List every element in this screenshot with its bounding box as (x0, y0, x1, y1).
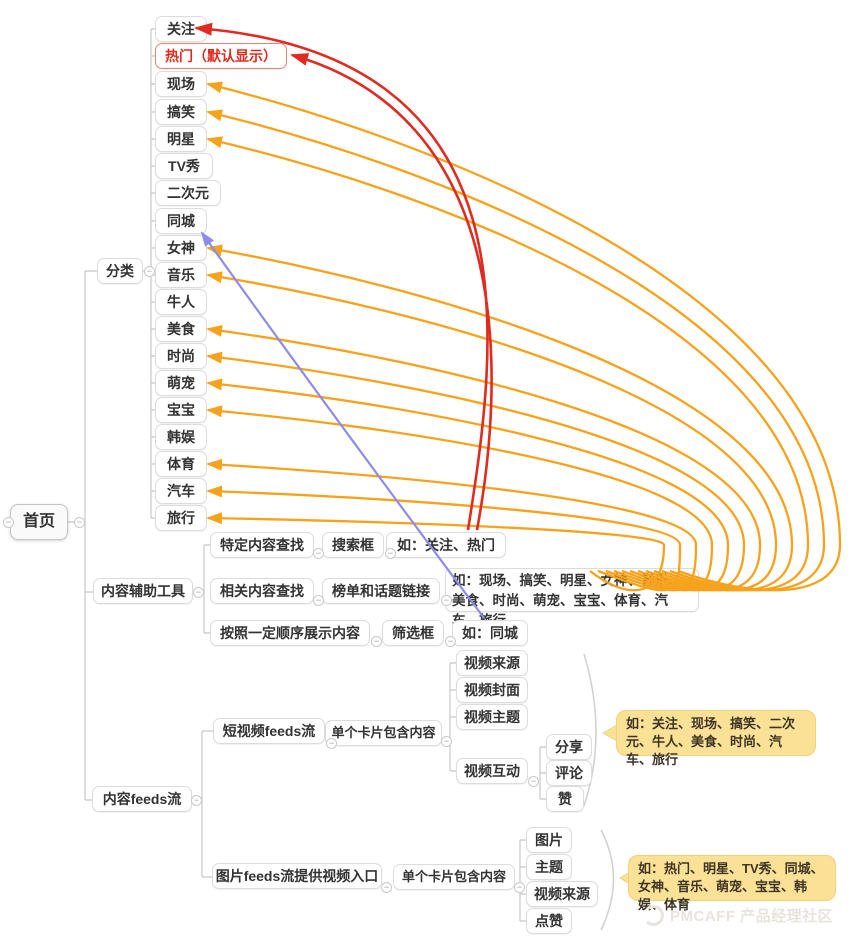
arrow-orange-baby (206, 405, 714, 592)
collapse-icon[interactable]: − (371, 636, 382, 647)
category-item-music[interactable]: 音乐 (155, 262, 207, 288)
category-item-follow[interactable]: 关注 (155, 16, 207, 42)
category-item-fashion[interactable]: 时尚 (155, 343, 207, 369)
category-item-pets[interactable]: 萌宠 (155, 370, 207, 396)
video-field-source[interactable]: 视频来源 (456, 650, 528, 676)
tool-example-follow-hot[interactable]: 如：关注、热门 (386, 532, 506, 558)
tool-widget-filter-box[interactable]: 筛选框 (382, 620, 444, 646)
tool-example-category-list[interactable]: 如：现场、搞笑、明星、女神、音乐、美食、时尚、萌宠、宝宝、体育、汽车、旅行 (445, 568, 699, 628)
category-item-tvshow[interactable]: TV秀 (155, 153, 213, 179)
category-item-live[interactable]: 现场 (155, 71, 207, 97)
collapse-icon[interactable]: − (191, 795, 202, 806)
category-item-travel[interactable]: 旅行 (155, 505, 207, 531)
collapse-icon[interactable]: − (144, 266, 155, 277)
video-field-topic[interactable]: 视频主题 (456, 704, 528, 730)
collapse-icon[interactable]: − (193, 587, 204, 598)
tool-feature-specific-search[interactable]: 特定内容查找 (210, 532, 314, 558)
collapse-icon[interactable]: − (528, 776, 539, 787)
arrow-orange-pets (206, 378, 730, 592)
interaction-like[interactable]: 赞 (546, 786, 584, 812)
interaction-share[interactable]: 分享 (546, 734, 592, 760)
category-item-kpop[interactable]: 韩娱 (155, 424, 207, 450)
collapse-icon[interactable]: − (514, 882, 525, 893)
tool-example-local[interactable]: 如：同城 (452, 620, 528, 646)
arrow-red-follow (194, 22, 489, 531)
feeds-node-short-video[interactable]: 短视频feeds流 (213, 718, 325, 744)
video-field-cover[interactable]: 视频封面 (456, 677, 528, 703)
feeds-node-image-entry[interactable]: 图片feeds流提供视频入口 (212, 863, 382, 889)
arrow-orange-live (206, 81, 842, 592)
video-field-interaction[interactable]: 视频互动 (456, 758, 528, 784)
image-field-topic[interactable]: 主题 (526, 854, 572, 880)
tool-feature-related-search[interactable]: 相关内容查找 (210, 578, 314, 604)
category-item-cars[interactable]: 汽车 (155, 478, 207, 504)
arrow-orange-star (206, 136, 810, 592)
collapse-icon[interactable]: − (313, 595, 324, 606)
tool-feature-ordered-display[interactable]: 按照一定顺序展示内容 (210, 620, 370, 646)
arrow-red-hot (290, 53, 493, 531)
branch-node-feeds[interactable]: 内容feeds流 (92, 786, 192, 812)
branch-node-tools[interactable]: 内容辅助工具 (93, 578, 193, 604)
callout-note-image-categories[interactable]: 如：热门、明星、TV秀、同城、女神、音乐、萌宠、宝宝、韩娱、体育 (628, 855, 836, 912)
category-item-anime[interactable]: 二次元 (155, 180, 221, 206)
watermark: PMCAFF 产品经理社区 (643, 905, 833, 926)
collapse-icon[interactable]: − (313, 548, 324, 559)
pmcaff-logo-icon (643, 905, 664, 926)
collapse-icon[interactable]: − (74, 517, 85, 528)
category-item-goddess[interactable]: 女神 (155, 235, 207, 261)
category-item-funny[interactable]: 搞笑 (155, 99, 207, 125)
watermark-text: PMCAFF 产品经理社区 (670, 908, 834, 925)
interaction-comment[interactable]: 评论 (546, 760, 592, 786)
image-field-video-source[interactable]: 视频来源 (526, 881, 598, 907)
collapse-icon[interactable]: − (441, 736, 452, 747)
callout-note-video-categories[interactable]: 如：关注、现场、搞笑、二次元、牛人、美食、时尚、汽车、旅行 (616, 710, 816, 767)
arrow-blue-local (200, 231, 485, 619)
category-item-local[interactable]: 同城 (155, 208, 207, 234)
collapse-icon[interactable]: − (3, 517, 14, 528)
collapse-icon[interactable]: − (445, 636, 456, 647)
category-item-talent[interactable]: 牛人 (155, 289, 207, 315)
category-item-hot-default[interactable]: 热门（默认显示） (155, 43, 287, 69)
tool-widget-ranking-topic-links[interactable]: 榜单和话题链接 (322, 578, 440, 604)
arrow-orange-funny (206, 109, 826, 592)
category-item-star[interactable]: 明星 (155, 126, 207, 152)
feeds-node-image-card[interactable]: 单个卡片包含内容 (393, 864, 515, 890)
root-node-homepage[interactable]: 首页 (10, 504, 68, 540)
collapse-icon[interactable]: − (381, 882, 392, 893)
category-item-food[interactable]: 美食 (155, 316, 207, 342)
category-item-sports[interactable]: 体育 (155, 451, 207, 477)
feeds-node-video-card[interactable]: 单个卡片包含内容 (325, 720, 442, 746)
collapse-icon[interactable]: − (385, 548, 396, 559)
tool-widget-search-box[interactable]: 搜索框 (322, 532, 384, 558)
category-item-baby[interactable]: 宝宝 (155, 397, 207, 423)
branch-node-category[interactable]: 分类 (97, 258, 143, 284)
image-field-like[interactable]: 点赞 (526, 908, 572, 934)
collapse-icon[interactable]: − (326, 738, 337, 749)
image-field-picture[interactable]: 图片 (526, 827, 572, 853)
collapse-icon[interactable]: − (441, 595, 452, 606)
